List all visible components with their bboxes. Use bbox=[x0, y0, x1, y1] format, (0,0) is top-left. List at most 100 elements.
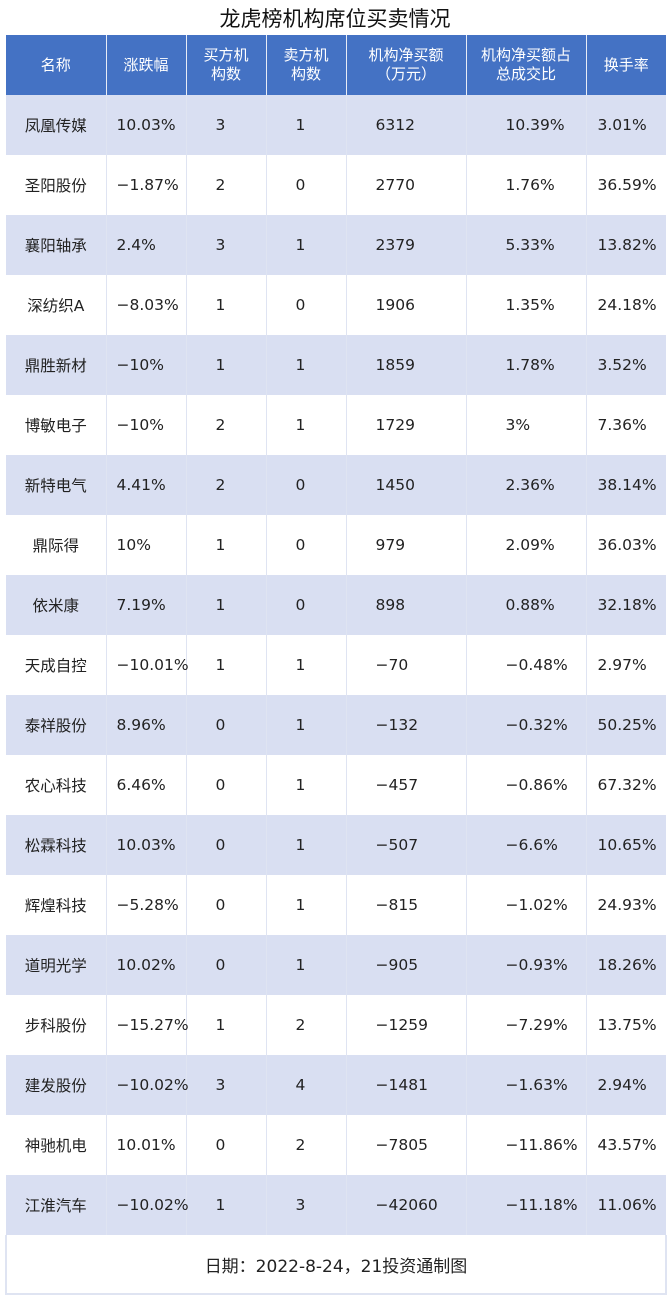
cell-buyer-count: 1 bbox=[186, 1175, 267, 1235]
cell-seller-count: 1 bbox=[266, 755, 347, 815]
cell-net-buy-ratio: 3% bbox=[466, 395, 587, 455]
cell-net-buy-ratio: 10.39% bbox=[466, 95, 587, 155]
cell-net-buy: −1481 bbox=[346, 1055, 467, 1115]
cell-turnover: 50.25% bbox=[586, 695, 666, 755]
cell-seller-count: 0 bbox=[266, 455, 347, 515]
cell-net-buy: 979 bbox=[346, 515, 467, 575]
cell-seller-count: 4 bbox=[266, 1055, 347, 1115]
cell-seller-count: 0 bbox=[266, 515, 347, 575]
table-row: 圣阳股份 −1.87% 2 0 2770 1.76% 36.59% bbox=[6, 155, 666, 215]
cell-net-buy-ratio: −7.29% bbox=[466, 995, 587, 1055]
cell-change: −15.27% bbox=[106, 995, 189, 1055]
cell-seller-count: 1 bbox=[266, 815, 347, 875]
cell-seller-count: 1 bbox=[266, 395, 347, 455]
cell-change: 2.4% bbox=[106, 215, 187, 275]
cell-buyer-count: 0 bbox=[186, 935, 267, 995]
cell-buyer-count: 0 bbox=[186, 755, 267, 815]
cell-buyer-count: 2 bbox=[186, 455, 267, 515]
page-title: 龙虎榜机构席位买卖情况 bbox=[219, 7, 451, 31]
table-row: 襄阳轴承 2.4% 3 1 2379 5.33% 13.82% bbox=[6, 215, 666, 275]
cell-change: −10% bbox=[106, 335, 187, 395]
cell-name: 农心科技 bbox=[6, 755, 107, 815]
table-row: 农心科技 6.46% 0 1 −457 −0.86% 67.32% bbox=[6, 755, 666, 815]
cell-turnover: 24.18% bbox=[586, 275, 666, 335]
table-row: 江淮汽车 −10.02% 1 3 −42060 −11.18% 11.06% bbox=[6, 1175, 666, 1235]
table-row: 步科股份 −15.27% 1 2 −1259 −7.29% 13.75% bbox=[6, 995, 666, 1055]
cell-net-buy: 6312 bbox=[346, 95, 467, 155]
cell-change: 10.03% bbox=[106, 815, 187, 875]
cell-name: 襄阳轴承 bbox=[6, 215, 107, 275]
cell-seller-count: 0 bbox=[266, 275, 347, 335]
table-row: 道明光学 10.02% 0 1 −905 −0.93% 18.26% bbox=[6, 935, 666, 995]
cell-buyer-count: 1 bbox=[186, 515, 267, 575]
cell-seller-count: 3 bbox=[266, 1175, 347, 1235]
table-row: 辉煌科技 −5.28% 0 1 −815 −1.02% 24.93% bbox=[6, 875, 666, 935]
cell-buyer-count: 0 bbox=[186, 695, 267, 755]
cell-turnover: 3.52% bbox=[586, 335, 666, 395]
header-seller-count: 卖方机 构数 bbox=[266, 35, 347, 95]
cell-net-buy-ratio: −1.63% bbox=[466, 1055, 587, 1115]
cell-net-buy-ratio: −11.86% bbox=[466, 1115, 587, 1175]
table-row: 依米康 7.19% 1 0 898 0.88% 32.18% bbox=[6, 575, 666, 635]
cell-seller-count: 1 bbox=[266, 875, 347, 935]
cell-net-buy-ratio: 1.35% bbox=[466, 275, 587, 335]
cell-net-buy: 1450 bbox=[346, 455, 467, 515]
cell-name: 凤凰传媒 bbox=[6, 95, 107, 155]
cell-name: 圣阳股份 bbox=[6, 155, 107, 215]
cell-buyer-count: 3 bbox=[186, 1055, 267, 1115]
cell-turnover: 18.26% bbox=[586, 935, 666, 995]
cell-turnover: 13.82% bbox=[586, 215, 666, 275]
cell-net-buy: −1259 bbox=[346, 995, 467, 1055]
cell-turnover: 10.65% bbox=[586, 815, 666, 875]
table-row: 建发股份 −10.02% 3 4 −1481 −1.63% 2.94% bbox=[6, 1055, 666, 1115]
footer-note: 日期：2022-8-24，21投资通制图 bbox=[5, 1235, 667, 1295]
cell-net-buy: −132 bbox=[346, 695, 467, 755]
cell-net-buy-ratio: −11.18% bbox=[466, 1175, 587, 1235]
header-buyer-count: 买方机 构数 bbox=[186, 35, 267, 95]
cell-change: 10.01% bbox=[106, 1115, 187, 1175]
cell-turnover: 11.06% bbox=[586, 1175, 666, 1235]
cell-change: 8.96% bbox=[106, 695, 187, 755]
cell-net-buy-ratio: 2.36% bbox=[466, 455, 587, 515]
table-row: 博敏电子 −10% 2 1 1729 3% 7.36% bbox=[6, 395, 666, 455]
cell-net-buy-ratio: 1.76% bbox=[466, 155, 587, 215]
cell-seller-count: 1 bbox=[266, 635, 347, 695]
table-row: 泰祥股份 8.96% 0 1 −132 −0.32% 50.25% bbox=[6, 695, 666, 755]
cell-net-buy-ratio: 1.78% bbox=[466, 335, 587, 395]
header-net-buy: 机构净买额 （万元） bbox=[346, 35, 467, 95]
cell-buyer-count: 2 bbox=[186, 395, 267, 455]
cell-change: −10.01% bbox=[106, 635, 189, 695]
cell-name: 道明光学 bbox=[6, 935, 107, 995]
cell-change: 4.41% bbox=[106, 455, 187, 515]
cell-seller-count: 2 bbox=[266, 995, 347, 1055]
table-row: 天成自控 −10.01% 1 1 −70 −0.48% 2.97% bbox=[6, 635, 666, 695]
cell-turnover: 43.57% bbox=[586, 1115, 666, 1175]
cell-buyer-count: 3 bbox=[186, 95, 267, 155]
table-row: 凤凰传媒 10.03% 3 1 6312 10.39% 3.01% bbox=[6, 95, 666, 155]
cell-buyer-count: 2 bbox=[186, 155, 267, 215]
cell-seller-count: 1 bbox=[266, 935, 347, 995]
cell-turnover: 2.94% bbox=[586, 1055, 666, 1115]
cell-turnover: 32.18% bbox=[586, 575, 666, 635]
header-net-buy-ratio: 机构净买额占 总成交比 bbox=[466, 35, 587, 95]
table-row: 鼎际得 10% 1 0 979 2.09% 36.03% bbox=[6, 515, 666, 575]
header-name: 名称 bbox=[6, 35, 107, 95]
cell-net-buy: −7805 bbox=[346, 1115, 467, 1175]
header-change: 涨跌幅 bbox=[106, 35, 187, 95]
cell-buyer-count: 0 bbox=[186, 875, 267, 935]
table-row: 神驰机电 10.01% 0 2 −7805 −11.86% 43.57% bbox=[6, 1115, 666, 1175]
table-row: 鼎胜新材 −10% 1 1 1859 1.78% 3.52% bbox=[6, 335, 666, 395]
cell-change: −10.02% bbox=[106, 1055, 189, 1115]
cell-net-buy: −815 bbox=[346, 875, 467, 935]
cell-net-buy-ratio: −0.48% bbox=[466, 635, 587, 695]
cell-net-buy: −905 bbox=[346, 935, 467, 995]
cell-buyer-count: 1 bbox=[186, 575, 267, 635]
cell-change: −5.28% bbox=[106, 875, 187, 935]
cell-buyer-count: 1 bbox=[186, 995, 267, 1055]
cell-seller-count: 1 bbox=[266, 215, 347, 275]
cell-seller-count: 0 bbox=[266, 155, 347, 215]
cell-turnover: 38.14% bbox=[586, 455, 666, 515]
cell-net-buy-ratio: 2.09% bbox=[466, 515, 587, 575]
cell-change: −8.03% bbox=[106, 275, 187, 335]
cell-net-buy-ratio: 5.33% bbox=[466, 215, 587, 275]
